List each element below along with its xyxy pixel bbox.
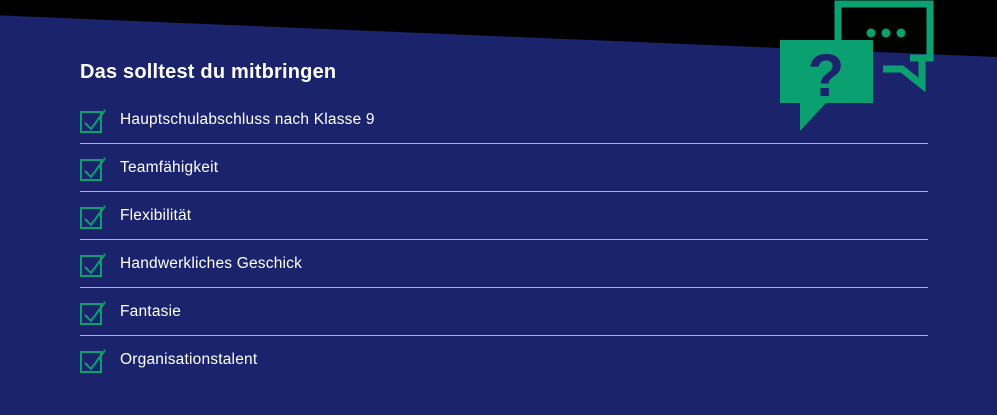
list-item: Teamfähigkeit: [80, 144, 928, 192]
list-item-label: Fantasie: [120, 302, 182, 320]
question-mark-glyph: ?: [808, 42, 845, 109]
typing-dots-icon: [866, 28, 906, 38]
checked-checkbox-icon: [80, 349, 106, 373]
requirements-list: Hauptschulabschluss nach Klasse 9 Teamfä…: [80, 96, 928, 384]
list-item-label: Handwerkliches Geschick: [120, 254, 303, 272]
list-item: Organisationstalent: [80, 336, 928, 384]
checked-checkbox-icon: [80, 300, 106, 325]
requirements-content: Das solltest du mitbringen Hauptschulabs…: [80, 61, 928, 384]
checked-checkbox-icon: [80, 204, 106, 229]
list-item-label: Organisationstalent: [120, 351, 258, 368]
outlined-speech-bubble-icon: [834, 0, 934, 93]
chat-question-icon: ?: [780, 0, 934, 131]
section-title: Das solltest du mitbringen: [80, 61, 337, 83]
list-item: Fantasie: [80, 288, 928, 336]
list-item-label: Hauptschulabschluss nach Klasse 9: [120, 110, 375, 128]
list-item-label: Flexibilität: [120, 206, 192, 224]
list-item: Hauptschulabschluss nach Klasse 9: [80, 96, 928, 144]
list-item: Flexibilität: [80, 192, 928, 240]
question-speech-bubble-icon: ?: [780, 40, 873, 131]
list-item: Handwerkliches Geschick: [80, 240, 928, 288]
checked-checkbox-icon: [80, 108, 106, 133]
checked-checkbox-icon: [80, 156, 106, 181]
list-item-label: Teamfähigkeit: [120, 158, 219, 176]
checked-checkbox-icon: [80, 252, 106, 277]
